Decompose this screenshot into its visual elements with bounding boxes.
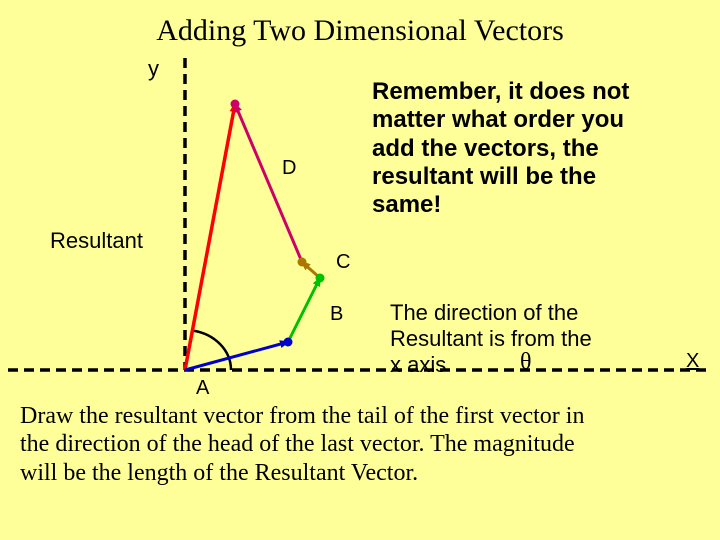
- vector-label-A: A: [196, 377, 210, 399]
- point-C_end: [316, 274, 325, 283]
- vector-label-D: D: [282, 157, 296, 179]
- point-D_end: [231, 100, 240, 109]
- y-axis-label: y: [148, 56, 159, 81]
- point-B_end: [284, 338, 293, 347]
- text-bottom: Draw the resultant vector from the tail …: [20, 402, 704, 487]
- point-D_base: [298, 258, 307, 267]
- vector-diagram: y A B C D: [0, 0, 720, 400]
- vector-B: [288, 278, 320, 342]
- vector-label-C: C: [336, 251, 350, 273]
- vector-A: [185, 342, 288, 370]
- vector-label-B: B: [330, 303, 343, 325]
- vector-D: [235, 104, 302, 262]
- resultant-vector: [185, 104, 235, 370]
